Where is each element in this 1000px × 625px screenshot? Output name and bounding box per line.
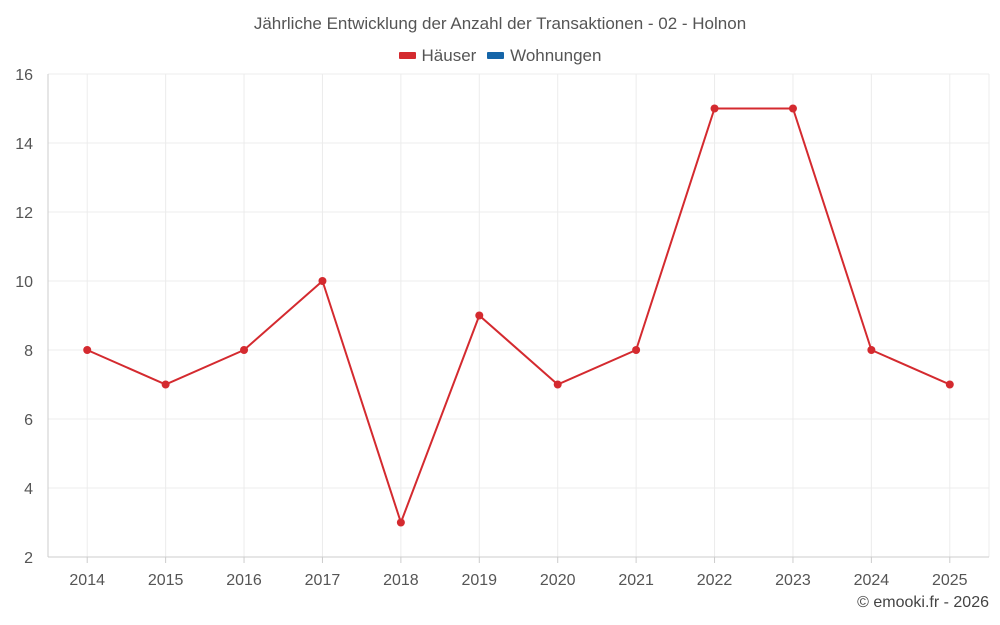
legend-label-haeuser: Häuser (421, 45, 477, 65)
y-tick-label-14: 14 (15, 136, 33, 153)
series-group (83, 104, 954, 527)
data-point-2025 (945, 380, 954, 389)
y-tick-label-4: 4 (24, 481, 33, 498)
y-tick-label-2: 2 (24, 550, 33, 567)
x-tick-label-2023: 2023 (775, 572, 811, 589)
legend-item-haeuser[interactable]: Häuser (398, 45, 477, 66)
axes (47, 74, 989, 563)
legend: Häuser Wohnungen (0, 44, 1000, 66)
chart-title: Jährliche Entwicklung der Anzahl der Tra… (253, 14, 747, 33)
data-point-2022 (710, 104, 719, 113)
x-tick-label-2018: 2018 (383, 572, 419, 589)
data-point-2024 (867, 346, 876, 354)
x-tick-label-2017: 2017 (305, 572, 341, 589)
data-point-2015 (161, 380, 170, 389)
data-point-2018 (396, 518, 405, 527)
series-line-0 (86, 107, 951, 524)
credit-text: © emooki.fr - 2026 (857, 594, 989, 611)
x-tick-label-2015: 2015 (148, 572, 184, 589)
data-point-2019 (475, 311, 484, 320)
x-axis-ticks: 2014 2015 2016 2017 2018 2019 2020 2021 2022 2023… (69, 572, 967, 589)
x-tick-label-2024: 2024 (854, 572, 890, 589)
data-point-2017 (318, 277, 327, 285)
legend-label-wohnungen: Wohnungen (510, 45, 602, 65)
y-tick-label-8: 8 (24, 343, 33, 360)
legend-swatch-haeuser (398, 52, 416, 59)
legend-item-wohnungen[interactable]: Wohnungen (487, 46, 601, 66)
data-point-2020 (553, 380, 562, 389)
x-tick-label-2021: 2021 (618, 572, 654, 589)
y-tick-label-12: 12 (15, 205, 33, 222)
x-tick-label-2020: 2020 (540, 572, 576, 589)
x-tick-label-2022: 2022 (697, 572, 733, 589)
x-tick-label-2019: 2019 (461, 572, 497, 589)
grid (48, 73, 990, 557)
y-axis-ticks: 2 4 6 8 10 12 14 16 (15, 67, 33, 567)
data-point-2023 (788, 104, 797, 113)
y-tick-label-16: 16 (15, 67, 33, 84)
x-tick-label-2016: 2016 (226, 572, 262, 589)
y-tick-label-6: 6 (24, 412, 33, 429)
legend-swatch-wohnungen (487, 52, 505, 59)
x-tick-label-2014: 2014 (69, 572, 105, 589)
data-point-2016 (240, 346, 249, 354)
y-tick-label-10: 10 (15, 274, 33, 291)
data-point-2014 (83, 346, 92, 354)
data-point-2021 (632, 346, 641, 354)
x-tick-label-2025: 2025 (932, 572, 968, 589)
